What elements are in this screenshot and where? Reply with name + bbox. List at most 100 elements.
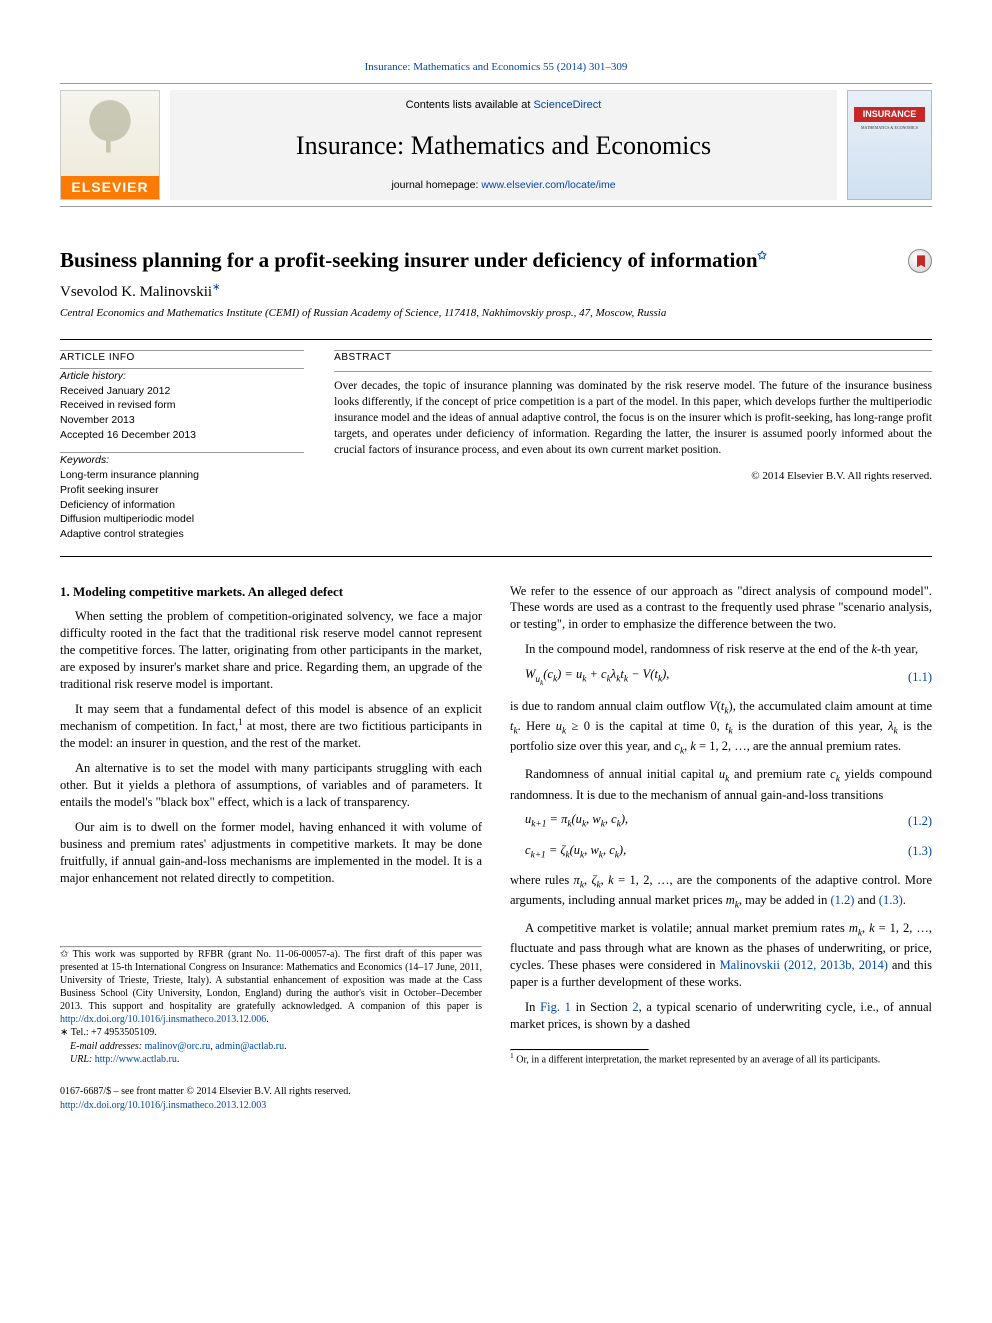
footnote: URL: http://www.actlab.ru. xyxy=(60,1053,482,1067)
url-link[interactable]: http://www.actlab.ru xyxy=(95,1054,177,1065)
title-text: Business planning for a profit-seeking i… xyxy=(60,248,758,272)
email-link[interactable]: admin@actlab.ru xyxy=(215,1041,284,1052)
text: A competitive market is volatile; annual… xyxy=(525,921,849,935)
text: , may be added in xyxy=(739,893,831,907)
fn-marker: ∗ xyxy=(60,1027,71,1038)
text: Randomness of annual initial capital xyxy=(525,767,719,781)
abstract-text: Over decades, the topic of insurance pla… xyxy=(334,378,932,458)
keyword: Diffusion multiperiodic model xyxy=(60,512,304,527)
homepage-link[interactable]: www.elsevier.com/locate/ime xyxy=(481,179,615,191)
text: in Section xyxy=(571,1000,632,1014)
keyword: Deficiency of information xyxy=(60,498,304,513)
fn-text: Tel.: +7 4953505109. xyxy=(71,1027,157,1038)
text: , are the annual premium rates. xyxy=(747,739,901,753)
footnote: ∗ Tel.: +7 4953505109. xyxy=(60,1026,482,1040)
text: In xyxy=(525,1000,540,1014)
fn-label: URL: xyxy=(70,1054,95,1065)
text: is due to random annual claim outflow xyxy=(510,699,709,713)
keywords-block: Keywords: Long-term insurance planning P… xyxy=(60,453,304,541)
equation-number: (1.1) xyxy=(888,669,932,686)
header-citation: Insurance: Mathematics and Economics 55 … xyxy=(60,60,932,75)
body-paragraph: where rules πk, ζk, k = 1, 2, …, are the… xyxy=(510,872,932,912)
body-paragraph: It may seem that a fundamental defect of… xyxy=(60,701,482,753)
fn-doi-link[interactable]: http://dx.doi.org/10.1016/j.insmatheco.2… xyxy=(60,1014,266,1025)
fn-marker: ✩ xyxy=(60,949,73,960)
article-info-heading: ARTICLE INFO xyxy=(60,351,304,365)
author-footnote-marker[interactable]: ∗ xyxy=(212,282,220,293)
history-accepted: Accepted 16 December 2013 xyxy=(60,428,304,443)
eq-link[interactable]: (1.3) xyxy=(908,844,932,858)
journal-title: Insurance: Mathematics and Economics xyxy=(182,128,825,164)
text: , the accumulated claim amount at time xyxy=(733,699,932,713)
footnote-ref[interactable]: 1 xyxy=(238,718,243,728)
meta-abstract-row: ARTICLE INFO Article history: Received J… xyxy=(60,340,932,556)
text: and xyxy=(854,893,878,907)
text: -th year, xyxy=(877,642,918,656)
fn-text: This work was supported by RFBR (grant N… xyxy=(60,949,482,1012)
text: and premium rate xyxy=(729,767,830,781)
journal-cover-thumb[interactable]: INSURANCE MATHEMATICS & ECONOMICS xyxy=(847,90,932,200)
eq-ref-link[interactable]: (1.3) xyxy=(879,893,903,907)
equation: Wuk(ck) = uk + ckλktk − V(tk), xyxy=(510,666,888,688)
eq-link[interactable]: (1.1) xyxy=(908,670,932,684)
body-paragraph: When setting the problem of competition-… xyxy=(60,608,482,692)
page-footer: 0167-6687/$ – see front matter © 2014 El… xyxy=(60,1085,932,1113)
affiliation: Central Economics and Mathematics Instit… xyxy=(60,306,932,321)
footnote: E-mail addresses: malinov@orc.ru, admin@… xyxy=(60,1040,482,1054)
equation: uk+1 = πk(uk, wk, ck), xyxy=(510,811,888,831)
citation-link[interactable]: Insurance: Mathematics and Economics 55 … xyxy=(365,61,628,73)
equation-number: (1.3) xyxy=(888,843,932,860)
article-title: Business planning for a profit-seeking i… xyxy=(60,247,888,273)
publisher-logo[interactable]: ELSEVIER xyxy=(60,90,160,200)
citation-link[interactable]: Malinovskii (2012, 2013b, 2014) xyxy=(720,958,888,972)
cover-title: INSURANCE xyxy=(854,107,925,122)
body-paragraph: Our aim is to dwell on the former model,… xyxy=(60,819,482,887)
fn-text: Or, in a different interpretation, the m… xyxy=(514,1054,881,1065)
eq-ref-link[interactable]: (1.2) xyxy=(831,893,855,907)
masthead: ELSEVIER Contents lists available at Sci… xyxy=(60,83,932,207)
body-paragraph: An alternative is to set the model with … xyxy=(60,760,482,811)
text: is the capital at time xyxy=(590,719,710,733)
equation-row: Wuk(ck) = uk + ckλktk − V(tk), (1.1) xyxy=(510,666,932,688)
text: . xyxy=(177,1054,180,1065)
doi-link[interactable]: http://dx.doi.org/10.1016/j.insmatheco.2… xyxy=(60,1100,266,1111)
equation-row: ck+1 = ζk(uk, wk, ck), (1.3) xyxy=(510,842,932,862)
footnote: 1 Or, in a different interpretation, the… xyxy=(510,1051,932,1067)
body-columns: 1. Modeling competitive markets. An alle… xyxy=(60,583,932,1067)
article-info-col: ARTICLE INFO Article history: Received J… xyxy=(60,350,304,542)
fn-label: E-mail addresses: xyxy=(70,1041,145,1052)
crossmark-icon[interactable] xyxy=(908,249,932,273)
abstract-col: ABSTRACT Over decades, the topic of insu… xyxy=(334,350,932,542)
history-label: Article history: xyxy=(60,369,304,384)
contents-prefix: Contents lists available at xyxy=(406,99,534,111)
body-paragraph: is due to random annual claim outflow V(… xyxy=(510,698,932,758)
text: . xyxy=(903,893,906,907)
equation: ck+1 = ζk(uk, wk, ck), xyxy=(510,842,888,862)
body-paragraph: We refer to the essence of our approach … xyxy=(510,583,932,634)
keyword: Profit seeking insurer xyxy=(60,483,304,498)
fn-text: . xyxy=(266,1014,269,1025)
text: . Here xyxy=(518,719,556,733)
cover-subtitle: MATHEMATICS & ECONOMICS xyxy=(854,125,925,131)
abstract-heading: ABSTRACT xyxy=(334,351,932,365)
title-footnote-marker[interactable]: ✩ xyxy=(758,250,767,262)
sciencedirect-link[interactable]: ScienceDirect xyxy=(533,99,601,111)
text: In the compound model, randomness of ris… xyxy=(525,642,871,656)
history-revised: Received in revised form xyxy=(60,398,304,413)
email-link[interactable]: malinov@orc.ru xyxy=(145,1041,211,1052)
article-history: Article history: Received January 2012 R… xyxy=(60,369,304,442)
equation-row: uk+1 = πk(uk, wk, ck), (1.2) xyxy=(510,811,932,831)
author-name: Vsevolod K. Malinovskii xyxy=(60,284,212,300)
rule-bottom xyxy=(60,556,932,557)
body-paragraph: Randomness of annual initial capital uk … xyxy=(510,766,932,803)
text: . xyxy=(284,1041,287,1052)
eq-body: Wuk(ck) = uk + ckλktk − V(tk), xyxy=(525,667,669,681)
journal-homepage: journal homepage: www.elsevier.com/locat… xyxy=(182,178,825,193)
eq-link[interactable]: (1.2) xyxy=(908,814,932,828)
contents-line: Contents lists available at ScienceDirec… xyxy=(182,98,825,113)
author-line: Vsevolod K. Malinovskii∗ xyxy=(60,280,932,303)
keywords-label: Keywords: xyxy=(60,453,304,468)
figure-link[interactable]: Fig. 1 xyxy=(540,1000,571,1014)
text: where rules xyxy=(510,873,574,887)
section-heading: 1. Modeling competitive markets. An alle… xyxy=(60,583,482,601)
